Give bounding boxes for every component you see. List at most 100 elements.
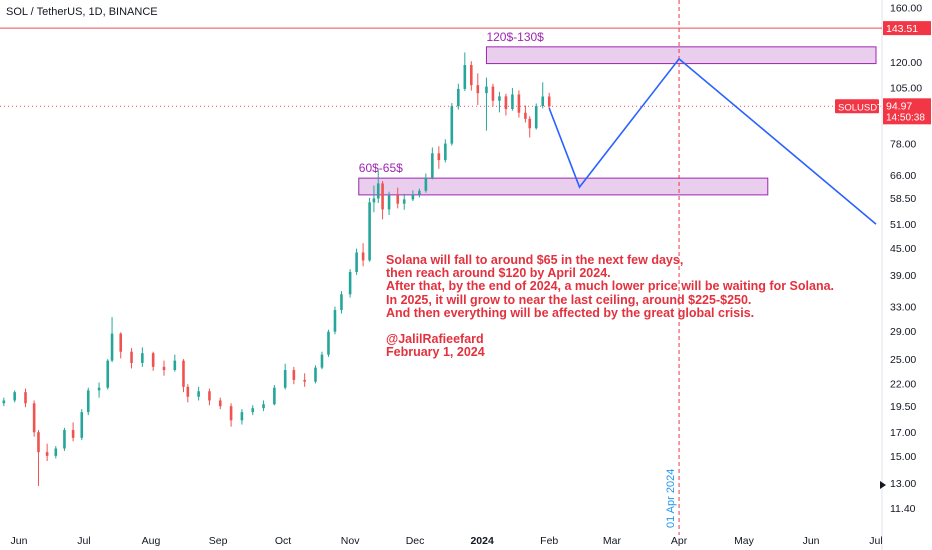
candle-body bbox=[402, 199, 406, 204]
x-tick-label: Dec bbox=[406, 535, 425, 547]
candle-body bbox=[218, 400, 222, 407]
candle-body bbox=[151, 353, 155, 367]
y-tick-label: 160.00 bbox=[890, 3, 922, 15]
y-tick-label: 120.00 bbox=[890, 57, 922, 69]
candle-body bbox=[355, 252, 358, 273]
candle-body bbox=[411, 194, 415, 200]
candle-body bbox=[186, 386, 190, 397]
candle bbox=[372, 185, 376, 213]
candle-body bbox=[229, 406, 233, 421]
x-tick-label: Sep bbox=[209, 535, 228, 547]
candle bbox=[444, 139, 447, 163]
annotation-author: @JalilRafieefard bbox=[386, 332, 484, 347]
scroll-right-icon bbox=[880, 481, 886, 489]
forecast-annotation: Solana will fall to around $65 in the ne… bbox=[386, 253, 835, 359]
candle-body bbox=[314, 367, 317, 382]
y-tick-label: 19.50 bbox=[890, 401, 916, 413]
annotation-line: then reach around $120 by April 2024. bbox=[386, 266, 611, 281]
candle bbox=[355, 248, 358, 275]
candle-body bbox=[262, 404, 265, 409]
candle-body bbox=[110, 333, 114, 361]
y-tick-label: 33.00 bbox=[890, 302, 916, 314]
candle bbox=[541, 82, 545, 109]
candle-body bbox=[71, 429, 75, 438]
candle bbox=[54, 446, 58, 459]
candle bbox=[273, 385, 276, 406]
symbol-tag bbox=[835, 99, 879, 114]
candle-body bbox=[273, 387, 276, 405]
candle bbox=[119, 332, 123, 359]
candle-body bbox=[182, 360, 185, 387]
x-tick-label: Feb bbox=[540, 535, 558, 547]
candle bbox=[470, 61, 473, 91]
candle bbox=[333, 306, 337, 335]
candle-body bbox=[97, 387, 101, 391]
candle-body bbox=[498, 96, 501, 101]
zone-label: 60$-65$ bbox=[359, 161, 403, 175]
y-tick-label: 25.00 bbox=[890, 354, 916, 366]
candle-body bbox=[119, 333, 123, 352]
candle bbox=[106, 359, 110, 390]
candle-body bbox=[524, 112, 527, 119]
candle bbox=[229, 403, 233, 427]
candle-body bbox=[450, 106, 454, 144]
candle-body bbox=[348, 272, 352, 295]
candle bbox=[262, 400, 265, 412]
candle-body bbox=[86, 390, 90, 413]
y-tick-label: 78.00 bbox=[890, 139, 916, 151]
candle bbox=[528, 116, 532, 138]
candle bbox=[45, 443, 49, 462]
candle-body bbox=[504, 96, 508, 110]
candle bbox=[151, 351, 155, 371]
y-tick-label: 17.00 bbox=[890, 427, 916, 439]
candle-body bbox=[368, 202, 371, 261]
annotation-line: After that, by the end of 2024, a much l… bbox=[386, 279, 835, 294]
candle bbox=[387, 191, 391, 216]
countdown-label: 14:50:38 bbox=[886, 112, 925, 123]
x-tick-label: Oct bbox=[275, 535, 291, 547]
price-tag bbox=[883, 21, 931, 36]
candle-body bbox=[444, 143, 447, 161]
candle-body bbox=[333, 310, 337, 332]
candle-body bbox=[45, 452, 49, 456]
price-tag-label: 94.97 bbox=[886, 100, 912, 112]
candle-body bbox=[485, 86, 488, 94]
x-tick-label: Jul bbox=[869, 535, 882, 547]
candle bbox=[517, 90, 521, 118]
candle-body bbox=[431, 153, 434, 178]
candle bbox=[348, 269, 352, 298]
candle bbox=[504, 93, 508, 116]
x-tick-label: Jul bbox=[77, 535, 90, 547]
candle-body bbox=[106, 360, 110, 388]
candle bbox=[463, 52, 467, 91]
x-tick-label: 2024 bbox=[470, 535, 494, 547]
candle bbox=[141, 347, 144, 367]
candle-body bbox=[541, 96, 545, 107]
candle bbox=[197, 386, 200, 401]
candle-body bbox=[418, 190, 421, 195]
y-tick-label: 29.00 bbox=[890, 326, 916, 338]
candle bbox=[340, 291, 343, 314]
candle bbox=[13, 390, 16, 403]
candle bbox=[511, 88, 514, 111]
y-tick-label: 45.00 bbox=[890, 243, 916, 255]
candle-body bbox=[63, 429, 66, 449]
candle-body bbox=[340, 294, 343, 311]
target-zone bbox=[485, 46, 877, 65]
candle-body bbox=[528, 118, 532, 129]
candle-body bbox=[303, 379, 306, 382]
candle-body bbox=[208, 391, 211, 401]
candle-body bbox=[197, 391, 200, 397]
annotation-line: And then everything will be affected by … bbox=[386, 305, 755, 320]
candle bbox=[327, 329, 330, 357]
candle-body bbox=[437, 153, 441, 161]
candle bbox=[396, 187, 400, 209]
x-tick-label: Jun bbox=[11, 535, 28, 547]
candle-body bbox=[162, 366, 166, 371]
y-tick-label: 51.00 bbox=[890, 219, 916, 231]
candle-body bbox=[361, 252, 365, 261]
x-tick-label: Jun bbox=[803, 535, 820, 547]
candle-body bbox=[457, 88, 460, 107]
